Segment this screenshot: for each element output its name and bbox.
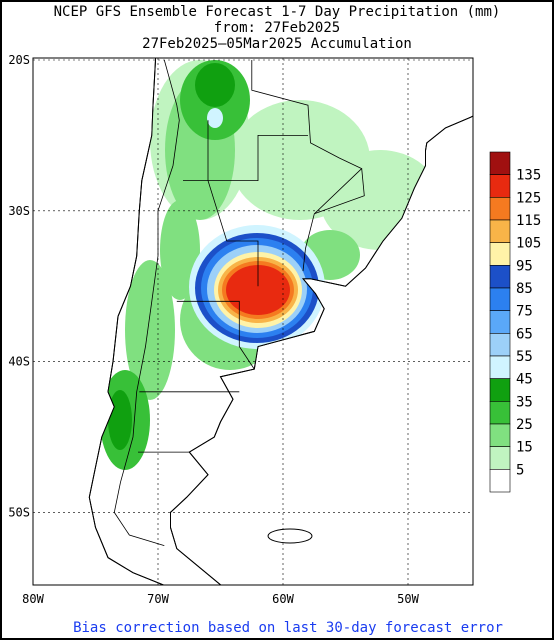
legend-swatch	[489, 287, 511, 311]
legend-label: 135	[516, 168, 541, 184]
legend-swatch	[489, 265, 511, 289]
legend-swatch	[489, 310, 511, 334]
legend-label: 65	[516, 326, 533, 342]
lon-label: 80W	[22, 592, 44, 606]
lat-label: 30S	[8, 204, 30, 218]
legend-label: 125	[516, 190, 541, 206]
lat-label: 20S	[8, 53, 30, 67]
map	[88, 58, 473, 585]
legend-swatch	[489, 219, 511, 243]
legend-swatch	[489, 151, 511, 175]
period: 27Feb2025–05Mar2025 Accumulation	[142, 36, 412, 52]
annotations: 20S 30S 40S 50S 80W 70W 60W 50W 135 125 115 105 95 85…	[8, 53, 541, 606]
title: NCEP GFS Ensemble Forecast 1-7 Day Preci…	[54, 4, 501, 20]
lon-label: 50W	[397, 592, 419, 606]
lat-label: 50S	[8, 505, 30, 519]
legend-swatch	[489, 469, 511, 493]
legend-swatch	[489, 401, 511, 425]
legend-label: 15	[516, 440, 533, 456]
lat-label: 40S	[8, 355, 30, 369]
legend-swatch	[489, 197, 511, 221]
legend-label: 45	[516, 372, 533, 388]
legend-label: 115	[516, 213, 541, 229]
legend-label: 75	[516, 304, 533, 320]
legend-swatch	[489, 446, 511, 470]
footer: Bias correction based on last 30-day for…	[73, 620, 503, 636]
legend-swatch	[489, 378, 511, 402]
legend-label: 25	[516, 417, 533, 433]
lon-label: 70W	[147, 592, 169, 606]
legend-label: 5	[516, 462, 524, 478]
legend-label: 55	[516, 349, 533, 365]
map-frame	[32, 57, 474, 586]
legend-swatch	[489, 174, 511, 198]
falklands	[267, 528, 313, 544]
legend-swatch	[489, 423, 511, 447]
subtitle: from: 27Feb2025	[214, 20, 340, 36]
legend-label: 85	[516, 281, 533, 297]
legend-swatch	[489, 242, 511, 266]
legend-swatch	[489, 333, 511, 357]
legend-swatch	[489, 355, 511, 379]
border	[113, 59, 365, 546]
legend-label: 105	[516, 236, 541, 252]
legend-label: 95	[516, 258, 533, 274]
lon-label: 60W	[272, 592, 294, 606]
legend-label: 35	[516, 394, 533, 410]
